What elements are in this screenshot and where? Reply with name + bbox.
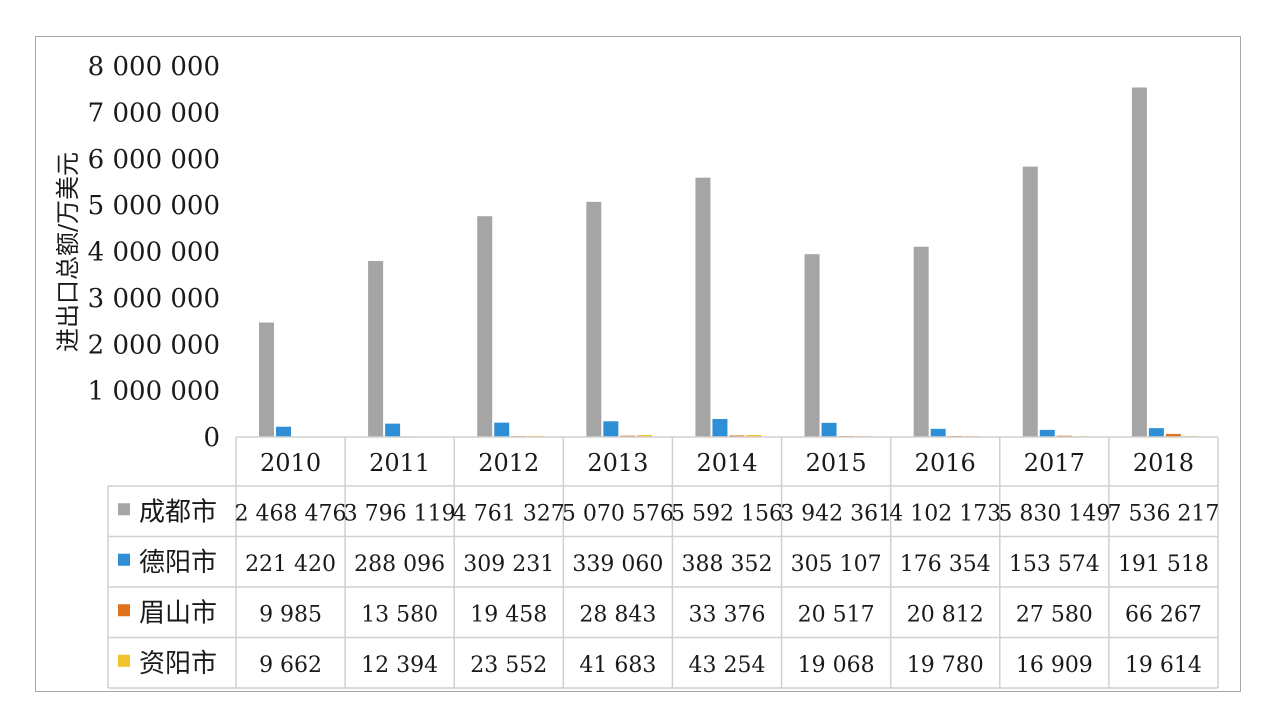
y-tick-label: 1 000 000 <box>88 377 220 407</box>
chart-frame <box>35 36 1241 692</box>
x-category-label: 2013 <box>587 449 648 477</box>
legend-swatch <box>118 503 130 516</box>
legend-swatch <box>118 604 130 617</box>
bar-2015-德阳市 <box>821 422 837 437</box>
data-table-cell: 12 394 <box>361 653 438 678</box>
y-tick-label: 5 000 000 <box>88 191 220 221</box>
x-category-label: 2015 <box>806 449 867 477</box>
data-table-cell: 5 592 156 <box>671 501 783 526</box>
data-table-cell: 28 843 <box>579 602 656 627</box>
data-table-cell: 3 796 119 <box>344 501 456 526</box>
bar-2016-成都市 <box>913 246 929 437</box>
y-axis-title: 进出口总额/万美元 <box>54 152 82 352</box>
data-table-cell: 43 254 <box>689 653 766 678</box>
y-tick-label: 7 000 000 <box>88 98 220 128</box>
x-category-label: 2017 <box>1024 449 1085 477</box>
bar-2014-资阳市 <box>746 434 762 437</box>
bar-2013-资阳市 <box>637 435 653 437</box>
data-table-cell: 19 780 <box>907 653 984 678</box>
bar-2012-德阳市 <box>494 422 510 437</box>
data-table-cell: 153 574 <box>1009 552 1100 577</box>
legend-swatch <box>118 654 130 667</box>
x-category-label: 2014 <box>696 449 757 477</box>
data-table-cell: 19 458 <box>470 602 547 627</box>
y-tick-label: 2 000 000 <box>88 330 220 360</box>
bar-2017-成都市 <box>1022 166 1038 438</box>
data-table-cell: 4 102 173 <box>889 501 1001 526</box>
data-table-cell: 9 662 <box>259 653 322 678</box>
x-category-label: 2016 <box>915 449 976 477</box>
data-table-cell: 305 107 <box>791 552 882 577</box>
data-table-cell: 9 985 <box>259 602 322 627</box>
legend-label: 成都市 <box>139 497 217 527</box>
data-table-cell: 388 352 <box>682 552 773 577</box>
data-table: 2010 2011 2012 2013 2014 2015 2016 2017 2018 成都市 2… <box>107 436 1219 689</box>
data-table-cell: 309 231 <box>463 552 554 577</box>
data-table-cell: 7 536 217 <box>1107 501 1219 526</box>
data-table-cell: 23 552 <box>470 653 547 678</box>
bar-2016-德阳市 <box>930 428 946 437</box>
y-tick-label: 3 000 000 <box>88 284 220 314</box>
bar-2018-成都市 <box>1131 87 1147 437</box>
legend-label: 眉山市 <box>139 598 217 628</box>
bar-2014-德阳市 <box>712 418 728 437</box>
bar-2010-德阳市 <box>276 426 291 437</box>
x-category-label: 2012 <box>478 449 539 477</box>
data-table-cell: 13 580 <box>361 602 438 627</box>
data-table-cell: 288 096 <box>354 552 445 577</box>
data-table-cell: 33 376 <box>689 602 766 627</box>
data-table-cell: 2 468 476 <box>235 501 347 526</box>
bar-2013-成都市 <box>586 201 602 437</box>
bars <box>259 87 1198 438</box>
data-table-cell: 191 518 <box>1118 552 1209 577</box>
bar-2013-德阳市 <box>603 421 619 437</box>
data-table-cell: 66 267 <box>1125 602 1202 627</box>
bar-2018-德阳市 <box>1148 428 1164 437</box>
data-table-cell: 19 068 <box>798 653 875 678</box>
data-table-cell: 19 614 <box>1125 653 1202 678</box>
data-table-cell: 27 580 <box>1016 602 1093 627</box>
bar-2017-德阳市 <box>1039 429 1055 437</box>
y-axis-label: 进出口总额/万美元 <box>54 152 82 352</box>
data-table-cell: 41 683 <box>579 653 656 678</box>
data-table-cell: 20 812 <box>907 602 984 627</box>
bar-2014-成都市 <box>695 177 711 438</box>
y-tick-label: 0 <box>203 423 220 453</box>
data-table-cell: 3 942 361 <box>780 501 892 526</box>
data-table-cell: 176 354 <box>900 552 991 577</box>
bar-2011-德阳市 <box>385 423 401 437</box>
data-table-cell: 221 420 <box>245 552 336 577</box>
bar-2012-成都市 <box>477 216 493 437</box>
legend-label: 资阳市 <box>139 649 217 679</box>
data-table-cell: 4 761 327 <box>453 501 565 526</box>
bar-2010-成都市 <box>259 322 274 437</box>
data-table-cell: 5 070 576 <box>562 501 674 526</box>
data-table-cell: 20 517 <box>798 602 875 627</box>
x-category-label: 2018 <box>1133 449 1194 477</box>
legend-swatch <box>118 553 130 566</box>
x-category-label: 2010 <box>260 449 321 477</box>
bar-2015-成都市 <box>804 254 820 437</box>
data-table-cell: 16 909 <box>1016 653 1093 678</box>
bar-2011-成都市 <box>368 260 384 437</box>
x-category-label: 2011 <box>369 449 430 477</box>
data-table-cell: 5 830 149 <box>998 501 1110 526</box>
bar-2018-眉山市 <box>1165 433 1181 437</box>
data-table-cell: 339 060 <box>572 552 663 577</box>
y-tick-label: 6 000 000 <box>88 145 220 175</box>
y-axis-ticks: 0 1 000 000 2 000 000 3 000 000 4 000 000 5 0… <box>88 52 220 453</box>
y-tick-label: 4 000 000 <box>88 238 220 268</box>
legend-label: 德阳市 <box>139 548 217 578</box>
bar-2014-眉山市 <box>729 435 745 437</box>
y-tick-label: 8 000 000 <box>88 52 220 82</box>
